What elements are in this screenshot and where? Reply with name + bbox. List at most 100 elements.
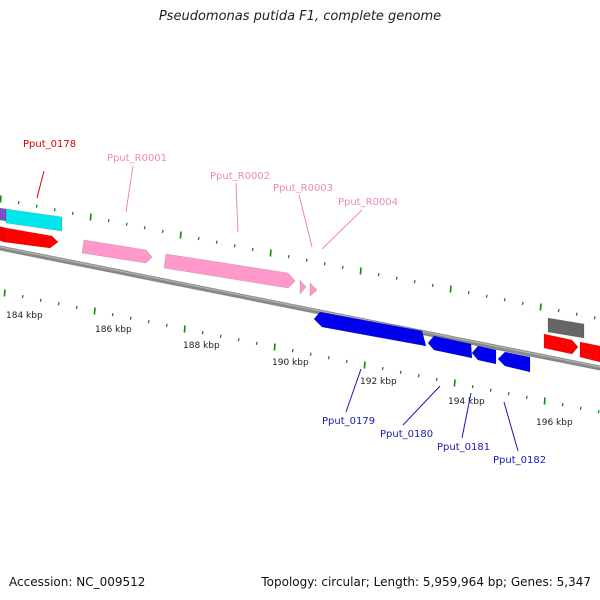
outer-tick-13 xyxy=(233,244,236,248)
inner-tick-ring xyxy=(3,289,600,414)
inner-tick-28 xyxy=(507,392,510,396)
feature-pput-0178[interactable] xyxy=(0,226,59,249)
inner-tick-4 xyxy=(75,305,78,310)
outer-tick-10 xyxy=(179,231,182,239)
feature-pput-0180[interactable] xyxy=(427,335,473,359)
inner-tick-18 xyxy=(327,356,330,360)
feature-pput-0181[interactable] xyxy=(471,345,497,365)
inner-tick-22 xyxy=(399,370,402,374)
outer-tick-ring xyxy=(0,195,596,320)
inner-tick-23 xyxy=(417,374,420,378)
inner-tick-0 xyxy=(3,289,6,297)
scale-label-196: 196 kbp xyxy=(536,418,573,428)
leader-pput-r0002 xyxy=(235,182,239,233)
genome-backbone xyxy=(0,245,600,371)
scale-labels: 184 kbp 186 kbp 188 kbp 190 kbp 192 kbp … xyxy=(6,311,573,428)
feature-red-edge-left[interactable] xyxy=(0,227,5,241)
accession-label: Accession: NC_009512 xyxy=(9,575,146,589)
outer-tick-26 xyxy=(467,290,470,295)
scale-label-188: 188 kbp xyxy=(183,341,220,351)
genome-backbone-highlight xyxy=(0,246,600,368)
outer-tick-29 xyxy=(521,301,524,306)
outer-tick-18 xyxy=(323,262,326,266)
feature-pput-0182[interactable] xyxy=(497,351,531,373)
outer-tick-16 xyxy=(287,254,290,259)
outer-tick-5 xyxy=(89,213,92,221)
inner-tick-3 xyxy=(57,302,60,306)
inner-tick-27 xyxy=(489,388,492,392)
feature-purple-edge[interactable] xyxy=(0,207,7,222)
leader-pput-0178 xyxy=(36,170,45,199)
inner-tick-15 xyxy=(273,343,276,351)
outer-tick-2 xyxy=(35,204,38,208)
inner-tick-8 xyxy=(147,320,150,324)
feature-pput-r0004[interactable] xyxy=(309,282,318,297)
leader-pput-r0004 xyxy=(321,209,363,250)
outer-tick-17 xyxy=(305,258,308,262)
inner-tick-10 xyxy=(183,325,186,333)
outer-tick-6 xyxy=(107,218,110,223)
leader-pput-0181 xyxy=(461,392,472,439)
feature-cyan[interactable] xyxy=(5,208,63,232)
scale-label-194: 194 kbp xyxy=(448,397,485,407)
inner-tick-21 xyxy=(381,366,384,371)
outer-tick-31 xyxy=(557,308,560,313)
label-pput-r0001[interactable]: Pput_R0001 xyxy=(107,153,167,164)
outer-tick-11 xyxy=(197,236,200,241)
inner-tick-20 xyxy=(363,361,366,369)
feature-pput-0179[interactable] xyxy=(313,311,427,347)
feature-red-right-2[interactable] xyxy=(579,341,600,363)
leader-pput-0180 xyxy=(402,385,441,426)
label-pput-0179[interactable]: Pput_0179 xyxy=(322,416,375,427)
feature-pput-r0001[interactable] xyxy=(81,239,153,264)
feature-pput-r0002[interactable] xyxy=(163,253,296,289)
inner-tick-24 xyxy=(435,377,438,382)
inner-tick-33 xyxy=(597,410,600,414)
inner-tick-25 xyxy=(453,379,456,387)
inner-tick-14 xyxy=(255,341,258,346)
scale-label-186: 186 kbp xyxy=(95,325,132,335)
label-pput-0182[interactable]: Pput_0182 xyxy=(493,455,546,466)
label-pput-r0002[interactable]: Pput_R0002 xyxy=(210,171,270,182)
label-pput-0178[interactable]: Pput_0178 xyxy=(23,139,76,150)
scale-label-184: 184 kbp xyxy=(6,311,43,321)
label-pput-r0003[interactable]: Pput_R0003 xyxy=(273,183,333,194)
inner-tick-2 xyxy=(39,298,42,302)
outer-tick-28 xyxy=(503,298,506,302)
outer-tick-9 xyxy=(161,229,164,234)
scale-label-192: 192 kbp xyxy=(360,377,397,387)
label-pput-r0004[interactable]: Pput_R0004 xyxy=(338,197,398,208)
outer-tick-20 xyxy=(359,267,362,275)
inner-tick-16 xyxy=(291,348,294,353)
inner-tick-11 xyxy=(201,330,204,335)
outer-tick-8 xyxy=(143,226,146,230)
feature-gray-right[interactable] xyxy=(547,317,585,339)
leader-pput-r0003 xyxy=(298,194,313,248)
outer-tick-1 xyxy=(17,200,20,205)
outer-tick-14 xyxy=(251,247,254,252)
label-pput-0181[interactable]: Pput_0181 xyxy=(437,442,490,453)
leader-pput-0182 xyxy=(503,401,519,452)
feature-track xyxy=(0,207,600,373)
feature-pput-r0003[interactable] xyxy=(299,279,307,295)
map-title: Pseudomonas putida F1, complete genome xyxy=(158,9,442,24)
inner-tick-19 xyxy=(345,359,348,364)
outer-tick-12 xyxy=(215,240,218,244)
outer-tick-22 xyxy=(395,276,398,280)
inner-tick-6 xyxy=(111,312,114,317)
outer-tick-21 xyxy=(377,272,380,277)
outer-tick-33 xyxy=(593,316,596,320)
inner-tick-31 xyxy=(561,402,564,407)
label-pput-0180[interactable]: Pput_0180 xyxy=(380,429,433,440)
outer-tick-27 xyxy=(485,294,488,298)
outer-tick-24 xyxy=(431,283,434,288)
outer-tick-7 xyxy=(125,222,128,226)
outer-tick-4 xyxy=(71,211,74,216)
outer-tick-15 xyxy=(269,249,272,257)
genome-summary: Topology: circular; Length: 5,959,964 bp… xyxy=(261,575,591,589)
feature-red-right-1[interactable] xyxy=(543,333,579,355)
outer-tick-23 xyxy=(413,280,416,284)
outer-tick-30 xyxy=(539,303,542,311)
outer-tick-25 xyxy=(449,285,452,293)
inner-tick-13 xyxy=(237,338,240,342)
